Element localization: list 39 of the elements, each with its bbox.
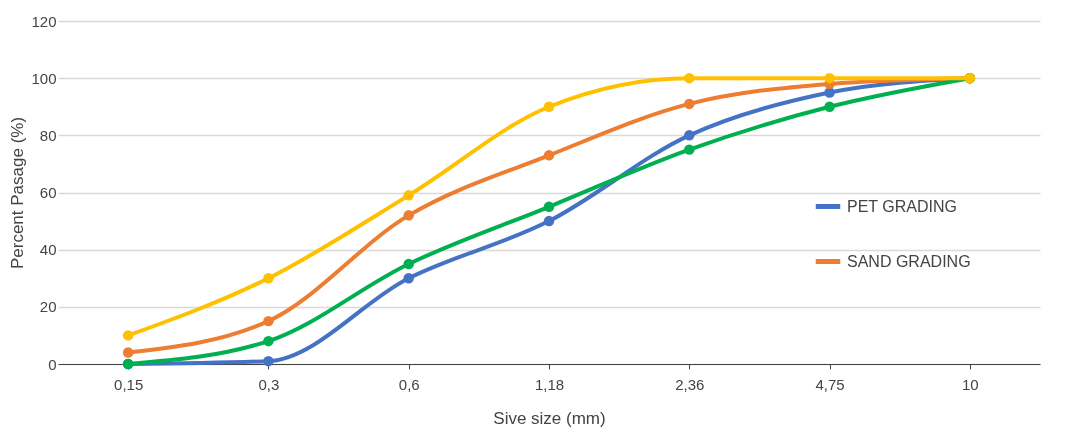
x-tick-label: 10 xyxy=(962,375,979,393)
x-tick-label: 1,18 xyxy=(534,375,565,393)
point xyxy=(263,273,274,284)
point xyxy=(403,210,414,221)
x-tick-label: 0,15 xyxy=(114,375,144,393)
point xyxy=(403,258,414,270)
y-tick-label: 80 xyxy=(39,126,57,144)
point xyxy=(543,150,555,161)
x-tick-label: 4,75 xyxy=(815,375,845,393)
legend-label: PET GRADING xyxy=(847,197,957,215)
point xyxy=(263,335,274,347)
y-axis-title: Percent Pasage (%) xyxy=(8,116,28,270)
x-tick-label: 0,6 xyxy=(398,375,420,393)
point xyxy=(824,87,835,98)
point xyxy=(543,215,555,227)
y-tick-label: 0 xyxy=(48,355,57,373)
point xyxy=(122,330,134,341)
x-axis-title: Sive size (mm) xyxy=(493,408,606,428)
x-tick-label: 0,3 xyxy=(258,375,280,393)
point xyxy=(543,101,555,112)
point xyxy=(824,72,835,84)
point xyxy=(684,130,695,141)
point xyxy=(684,72,695,84)
point xyxy=(684,144,695,155)
point xyxy=(543,201,555,213)
legend-label: SAND GRADING xyxy=(847,252,971,270)
point xyxy=(403,273,414,284)
point xyxy=(122,347,134,358)
y-tick-label: 120 xyxy=(31,12,57,30)
point xyxy=(824,101,835,112)
y-tick-label: 20 xyxy=(39,298,57,316)
y-tick-label: 60 xyxy=(39,184,57,201)
point xyxy=(684,98,695,110)
point xyxy=(403,190,414,201)
y-tick-label: 40 xyxy=(39,241,57,259)
x-tick-label: 2,36 xyxy=(675,375,705,393)
y-tick-label: 100 xyxy=(31,69,57,87)
point xyxy=(263,355,274,367)
point xyxy=(263,315,274,327)
